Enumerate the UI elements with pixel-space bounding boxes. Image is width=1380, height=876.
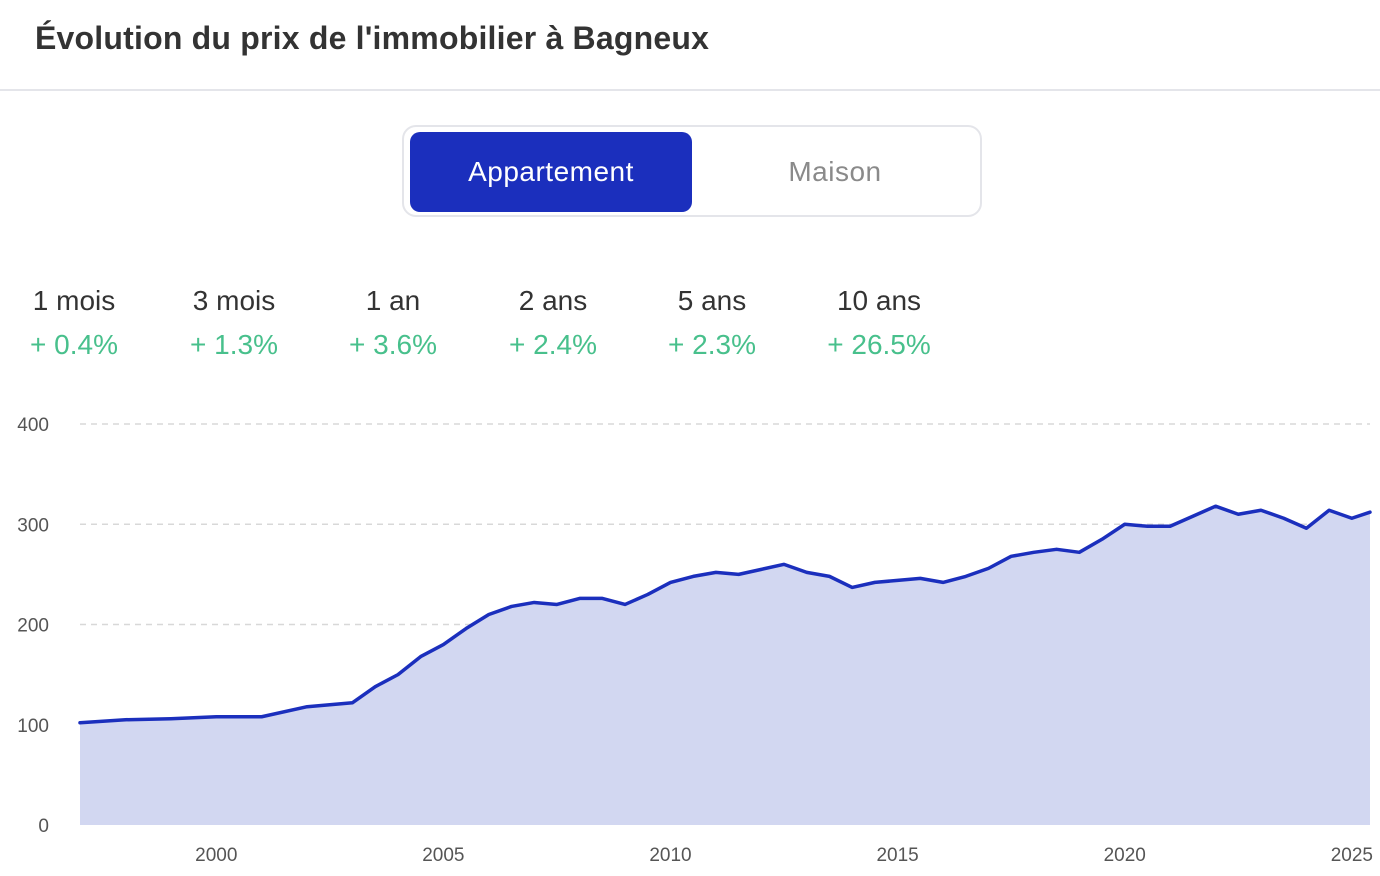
period-stats: 1 mois + 0.4% 3 mois + 1.3% 1 an + 3.6% …	[0, 285, 1000, 375]
period-label: 10 ans	[836, 285, 922, 316]
x-tick-label: 2025	[1331, 845, 1373, 866]
period-label: 5 ans	[677, 285, 747, 316]
period-1-mois: 1 mois + 0.4%	[0, 285, 154, 361]
period-label: 1 an	[365, 285, 421, 316]
x-tick-label: 2015	[876, 845, 918, 866]
period-label: 3 mois	[192, 285, 276, 316]
y-tick-label: 200	[17, 616, 49, 637]
period-change: + 1.3%	[190, 329, 278, 360]
page-title: Évolution du prix de l'immobilier à Bagn…	[35, 20, 710, 56]
maison-toggle-button[interactable]: Maison	[788, 156, 882, 187]
period-change: + 0.4%	[30, 329, 118, 360]
period-10-ans: 10 ans + 26.5%	[799, 285, 959, 361]
period-change: + 3.6%	[349, 329, 437, 360]
y-tick-label: 300	[17, 515, 49, 536]
area-fill	[80, 506, 1370, 825]
period-change: + 2.3%	[668, 329, 756, 360]
price-chart[interactable]: 0 100 200 300 400 2000 2005 2010 2015 2020 2025	[0, 395, 1380, 876]
appartement-toggle-button[interactable]: Appartement	[410, 132, 692, 212]
period-1-an: 1 an + 3.6%	[313, 285, 473, 361]
header: Évolution du prix de l'immobilier à Bagn…	[0, 0, 1380, 91]
x-tick-label: 2005	[422, 845, 464, 866]
period-label: 2 ans	[518, 285, 588, 316]
period-change: + 26.5%	[827, 329, 931, 360]
y-tick-label: 400	[17, 415, 49, 436]
x-tick-label: 2010	[649, 845, 691, 866]
price-line	[78, 504, 1372, 725]
x-tick-label: 2000	[195, 845, 237, 866]
y-tick-label: 0	[38, 816, 49, 837]
period-2-ans: 2 ans + 2.4%	[473, 285, 633, 361]
x-tick-label: 2020	[1104, 845, 1146, 866]
y-tick-label: 100	[17, 716, 49, 737]
period-5-ans: 5 ans + 2.3%	[632, 285, 792, 361]
period-change: + 2.4%	[509, 329, 597, 360]
property-type-toggle: Appartement Maison	[402, 125, 982, 217]
period-3-mois: 3 mois + 1.3%	[154, 285, 314, 361]
period-label: 1 mois	[32, 285, 116, 316]
